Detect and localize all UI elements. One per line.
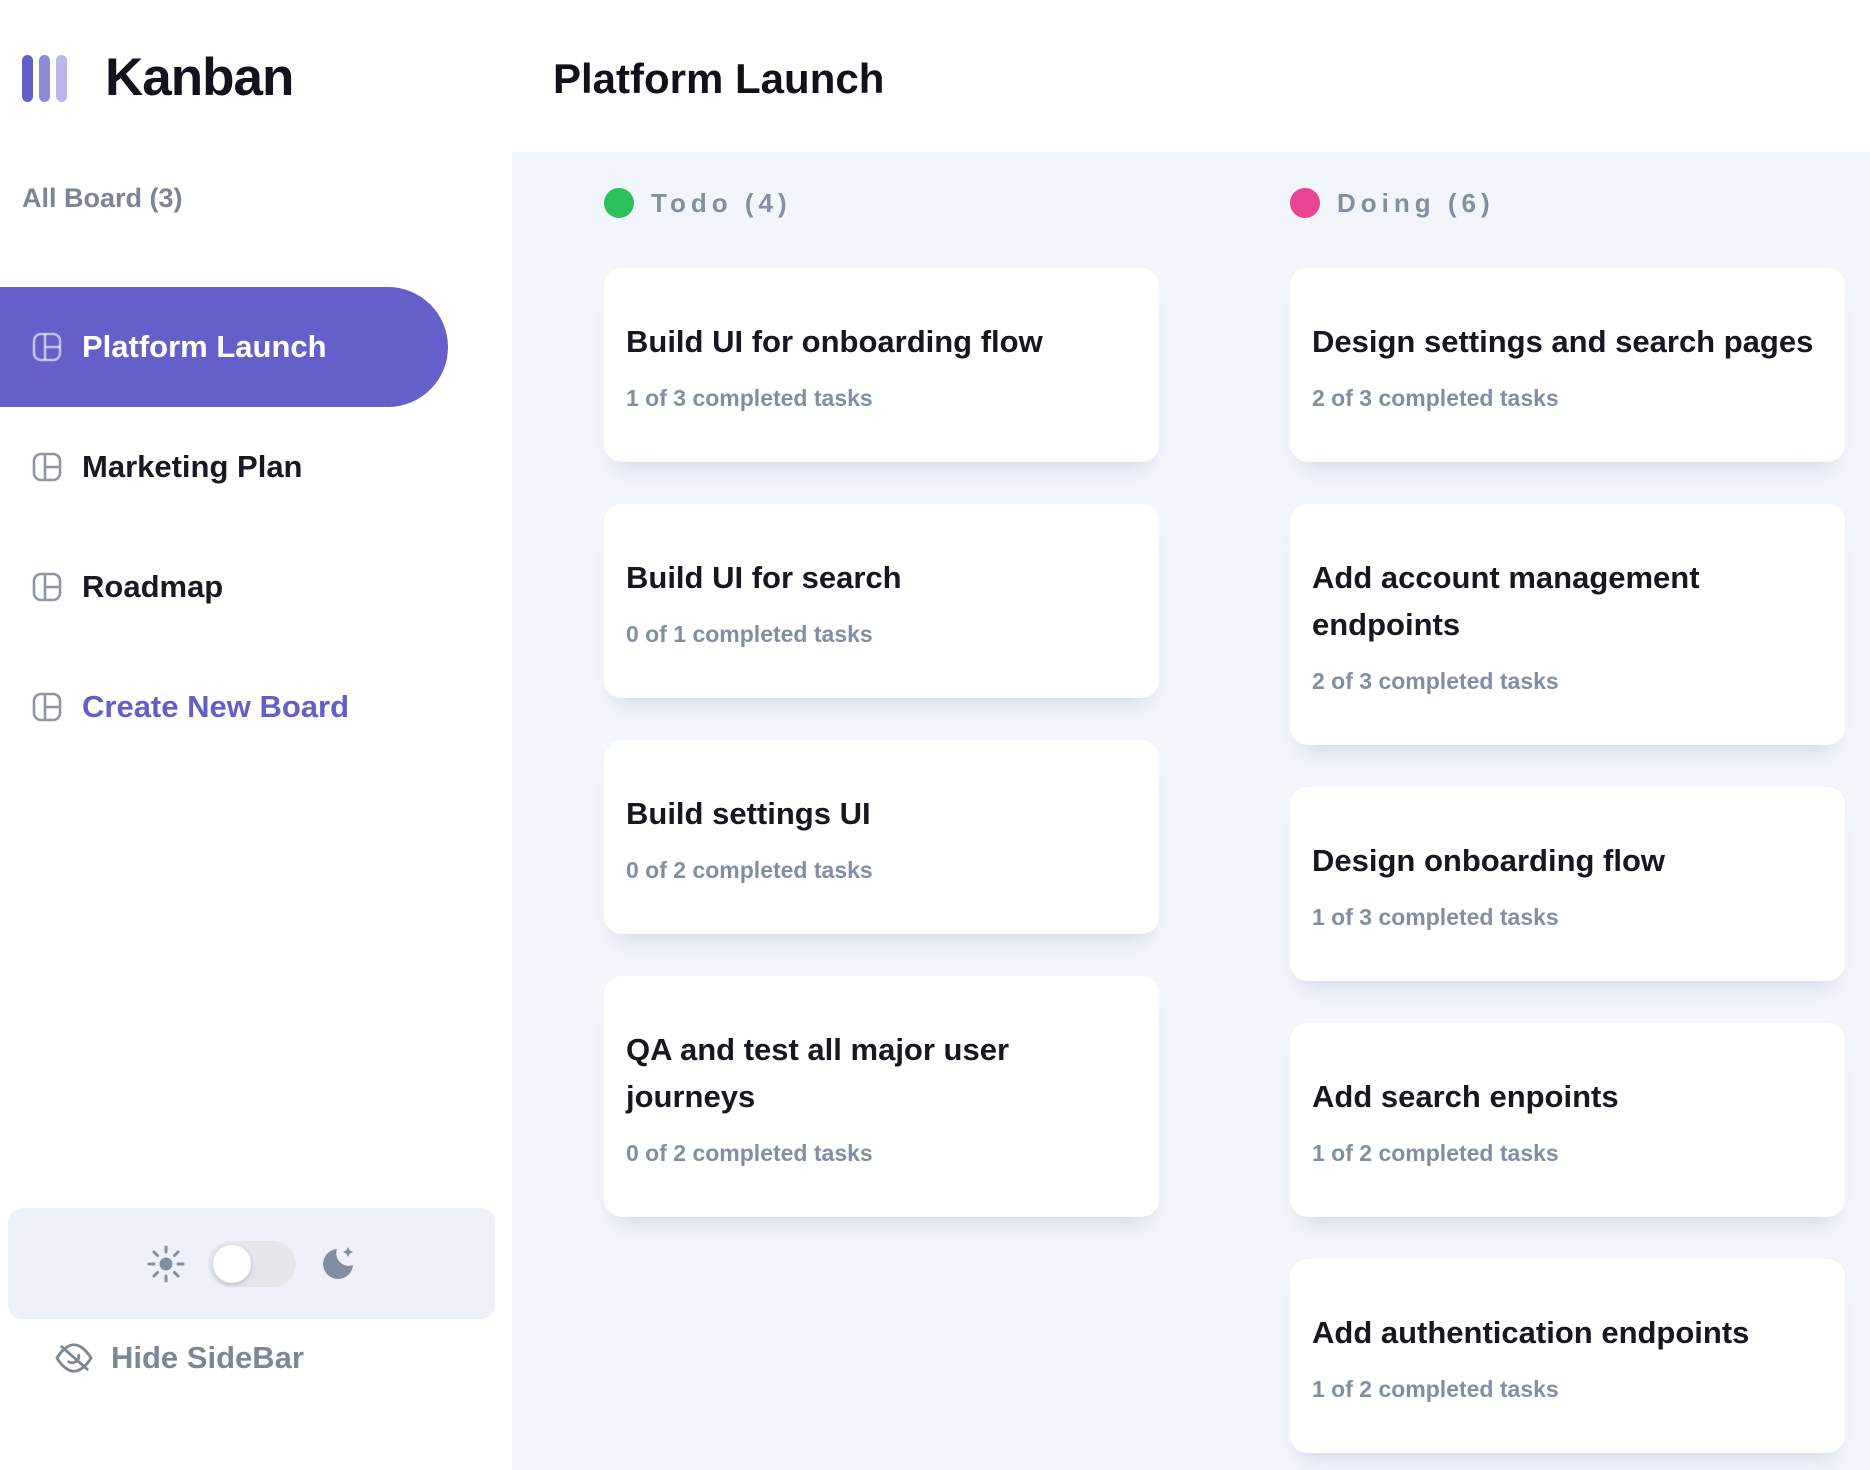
page-title: Platform Launch — [553, 55, 885, 102]
task-card[interactable]: Build UI for search 0 of 1 completed tas… — [604, 504, 1159, 698]
hide-sidebar-button[interactable]: Hide SideBar — [53, 1340, 304, 1376]
task-title: Build settings UI — [626, 796, 871, 831]
theme-toggle[interactable] — [207, 1240, 296, 1287]
doing-dot-icon — [1290, 188, 1320, 218]
sidebar-item-platform-launch[interactable]: Platform Launch — [0, 287, 448, 407]
column-label: Todo (4) — [651, 187, 792, 218]
task-subtasks: 1 of 3 completed tasks — [626, 385, 873, 411]
task-card[interactable]: Build settings UI 0 of 2 completed tasks — [604, 740, 1159, 934]
task-subtasks: 1 of 2 completed tasks — [1312, 1376, 1559, 1402]
board-icon — [32, 572, 62, 602]
column-todo: Todo (4) Build UI for onboarding flow 1 … — [604, 188, 1159, 1470]
task-title: Design settings and search pages — [1312, 324, 1814, 359]
eye-slash-icon — [53, 1340, 95, 1376]
moon-icon — [318, 1244, 358, 1284]
app-logo: Kanban — [22, 48, 294, 107]
task-subtasks: 2 of 3 completed tasks — [1312, 385, 1559, 411]
task-subtasks: 0 of 2 completed tasks — [626, 1140, 873, 1166]
task-title: Build UI for onboarding flow — [626, 324, 1043, 359]
task-card[interactable]: Add search enpoints 1 of 2 completed tas… — [1290, 1023, 1845, 1217]
theme-toggle-knob[interactable] — [212, 1244, 251, 1283]
task-title: Design onboarding flow — [1312, 843, 1666, 878]
sidebar-item-roadmap[interactable]: Roadmap — [0, 527, 512, 647]
card-list: Build UI for onboarding flow 1 of 3 comp… — [604, 268, 1159, 1217]
column-header: Doing (6) — [1290, 188, 1845, 218]
board-icon — [32, 692, 62, 722]
hide-sidebar-label: Hide SideBar — [111, 1340, 304, 1375]
board-icon — [32, 452, 62, 482]
task-subtasks: 0 of 1 completed tasks — [626, 621, 873, 647]
task-card[interactable]: Add account management endpoints 2 of 3 … — [1290, 504, 1845, 745]
todo-dot-icon — [604, 188, 634, 218]
column-label: Doing (6) — [1337, 187, 1495, 218]
boards-count-label: All Board (3) — [22, 183, 183, 213]
theme-switcher-panel — [8, 1208, 495, 1319]
task-subtasks: 0 of 2 completed tasks — [626, 857, 873, 883]
task-subtasks: 1 of 3 completed tasks — [1312, 904, 1559, 930]
task-card[interactable]: Build UI for onboarding flow 1 of 3 comp… — [604, 268, 1159, 462]
task-title: Build UI for search — [626, 560, 902, 595]
sidebar-item-label: Roadmap — [82, 569, 224, 604]
column-header: Todo (4) — [604, 188, 1159, 218]
task-subtasks: 2 of 3 completed tasks — [1312, 668, 1559, 694]
task-title: QA and test all major user journeys — [626, 1032, 1010, 1114]
sun-icon — [146, 1244, 186, 1284]
task-card[interactable]: Add authentication endpoints 1 of 2 comp… — [1290, 1259, 1845, 1453]
card-list: Design settings and search pages 2 of 3 … — [1290, 268, 1845, 1453]
app-title: Kanban — [105, 48, 294, 107]
board-icon — [32, 332, 62, 362]
sidebar-item-marketing-plan[interactable]: Marketing Plan — [0, 407, 512, 527]
sidebar-item-label: Platform Launch — [82, 329, 327, 364]
kanban-logo-icon — [22, 54, 67, 102]
task-title: Add authentication endpoints — [1312, 1315, 1750, 1350]
task-card[interactable]: Design settings and search pages 2 of 3 … — [1290, 268, 1845, 462]
sidebar-item-label: Create New Board — [82, 689, 350, 724]
board-nav: Platform Launch Marketing Plan Roadmap — [0, 287, 512, 767]
sidebar-item-label: Marketing Plan — [82, 449, 303, 484]
task-title: Add search enpoints — [1312, 1079, 1619, 1114]
kanban-board: Todo (4) Build UI for onboarding flow 1 … — [512, 152, 1870, 1470]
task-subtasks: 1 of 2 completed tasks — [1312, 1140, 1559, 1166]
sidebar: Kanban All Board (3) Platform Launch Mar… — [0, 0, 512, 1470]
column-doing: Doing (6) Design settings and search pag… — [1290, 188, 1845, 1470]
create-new-board-button[interactable]: Create New Board — [0, 647, 512, 767]
task-card[interactable]: Design onboarding flow 1 of 3 completed … — [1290, 787, 1845, 981]
task-card[interactable]: QA and test all major user journeys 0 of… — [604, 976, 1159, 1217]
task-title: Add account management endpoints — [1312, 560, 1700, 642]
